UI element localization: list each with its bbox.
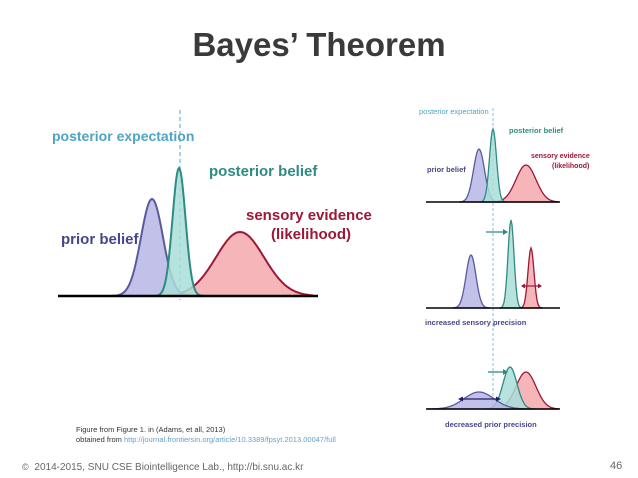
side-label-posterior-expectation: posterior expectation	[419, 107, 489, 116]
side2-prior-curve	[451, 254, 491, 309]
main-label-posterior-expectation: posterior expectation	[52, 128, 194, 144]
side-figure: posterior expectation posterior belief p…	[419, 107, 590, 429]
main-label-sensory-evidence-1: sensory evidence	[246, 207, 372, 224]
side3-width-arrow-icon	[458, 396, 501, 402]
main-label-posterior-belief: posterior belief	[209, 163, 318, 180]
side2-sensory-curve	[518, 245, 544, 309]
main-figure: posterior expectation posterior belief p…	[52, 110, 372, 300]
side2-posterior-curve	[498, 219, 524, 309]
copyright-symbol: ©	[22, 462, 29, 472]
caption-line-1: Figure from Figure 1. in (Adams, et all,…	[76, 425, 226, 434]
side1-posterior-curve	[478, 127, 508, 203]
caption-prefix: obtained from	[76, 435, 124, 444]
page-number: 46	[610, 460, 623, 472]
side-label-sensory-evidence-2: (likelihood)	[552, 163, 589, 170]
slide-title: Bayes’ Theorem	[192, 26, 446, 63]
main-posterior-curve	[152, 166, 206, 297]
caption-source-link[interactable]: http://journal.frontiersin.org/article/1…	[123, 435, 336, 444]
side1-sensory-curve	[495, 164, 559, 203]
side-label-posterior-belief: posterior belief	[509, 126, 564, 135]
main-label-sensory-evidence-2: (likelihood)	[271, 226, 351, 243]
side-label-prior-belief: prior belief	[427, 165, 466, 174]
side3-prior-curve	[427, 391, 531, 410]
side-label-increased-sensory-precision: increased sensory precision	[425, 318, 527, 327]
caption-line-2: obtained from http://journal.frontiersin…	[76, 435, 336, 445]
footer: © 2014-2015, SNU CSE Biointelligence Lab…	[22, 462, 303, 473]
footer-text: 2014-2015, SNU CSE Biointelligence Lab.,…	[34, 462, 304, 473]
figure-caption: Figure from Figure 1. in (Adams, et all,…	[76, 425, 336, 445]
side2-shift-arrow-icon	[486, 229, 508, 235]
main-label-prior-belief: prior belief	[61, 231, 140, 248]
side2-width-arrow-icon	[521, 283, 542, 289]
side3-shift-arrow-icon	[488, 369, 508, 375]
side-label-sensory-evidence-1: sensory evidence	[531, 153, 590, 160]
side-label-decreased-prior-precision: decreased prior precision	[445, 420, 537, 429]
